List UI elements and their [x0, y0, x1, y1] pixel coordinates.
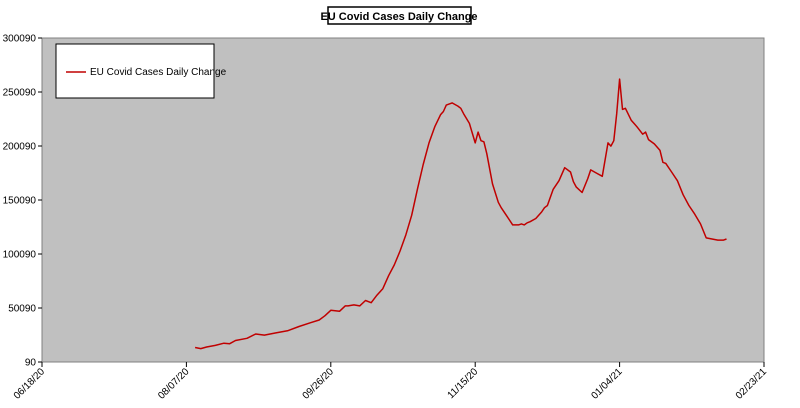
x-tick-label: 02/23/21 — [734, 366, 770, 402]
chart-title-box — [327, 6, 472, 25]
chart-title: EU Covid Cases Daily Change — [320, 11, 477, 23]
x-tick-label: 09/26/20 — [301, 366, 337, 402]
y-tick-label: 90 — [25, 358, 37, 369]
x-tick-label: 08/07/20 — [156, 366, 192, 402]
series-line — [194, 78, 727, 350]
y-tick-label: 300090 — [3, 34, 37, 45]
y-axis: 90 50090 100090 150090 200090 250090 300090 — [3, 34, 42, 369]
x-tick-label: 11/15/20 — [446, 366, 481, 401]
y-tick-label: 200090 — [3, 142, 37, 153]
y-tick-label: 100090 — [3, 250, 37, 261]
y-tick-label: 250090 — [3, 88, 37, 99]
x-tick-label: 01/04/21 — [589, 366, 625, 402]
y-tick-label: 150090 — [3, 196, 37, 207]
y-tick-label: 50090 — [8, 304, 36, 315]
legend-entry: EU Covid Cases Daily Change — [90, 67, 227, 78]
legend-box — [55, 43, 215, 99]
x-axis: 06/18/20 08/07/20 09/26/20 11/15/20 01/04/21… — [12, 362, 770, 402]
x-tick-label: 06/18/20 — [12, 366, 48, 402]
legend: EU Covid Cases Daily Change — [55, 43, 227, 99]
